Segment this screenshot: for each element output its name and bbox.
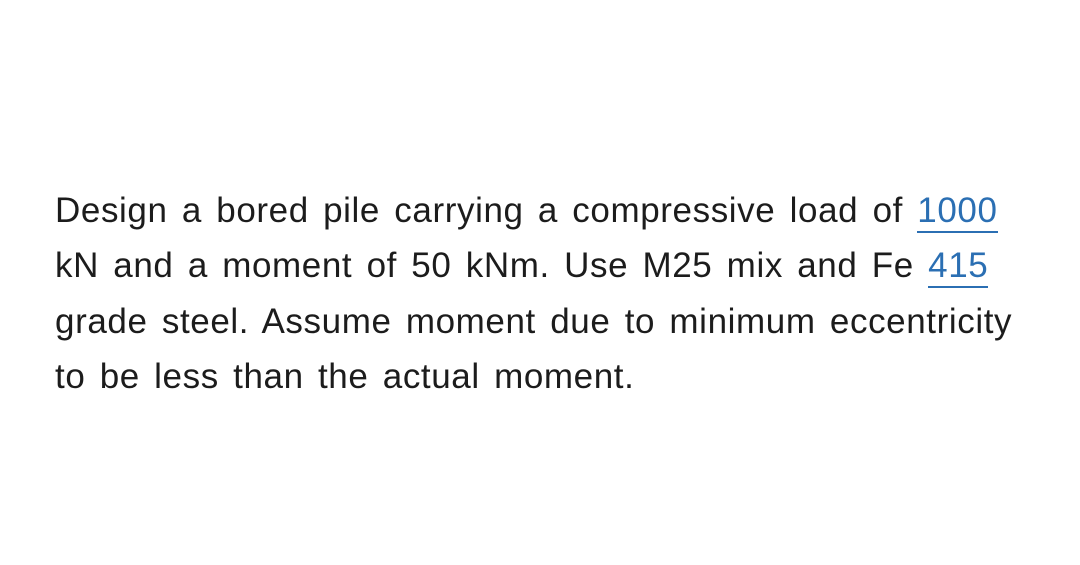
text-segment-4: grade steel. Assume moment due to minimu…	[55, 302, 1012, 396]
flagged-value-3: 415	[928, 246, 988, 288]
flagged-value-1: 1000	[917, 191, 997, 233]
text-segment-2: kN and a moment of 50 kNm. Use M25 mix a…	[55, 246, 928, 285]
problem-statement: Design a bored pile carrying a compressi…	[55, 183, 1020, 404]
text-segment-0: Design a bored pile carrying a compressi…	[55, 191, 917, 230]
page: Design a bored pile carrying a compressi…	[0, 0, 1080, 565]
